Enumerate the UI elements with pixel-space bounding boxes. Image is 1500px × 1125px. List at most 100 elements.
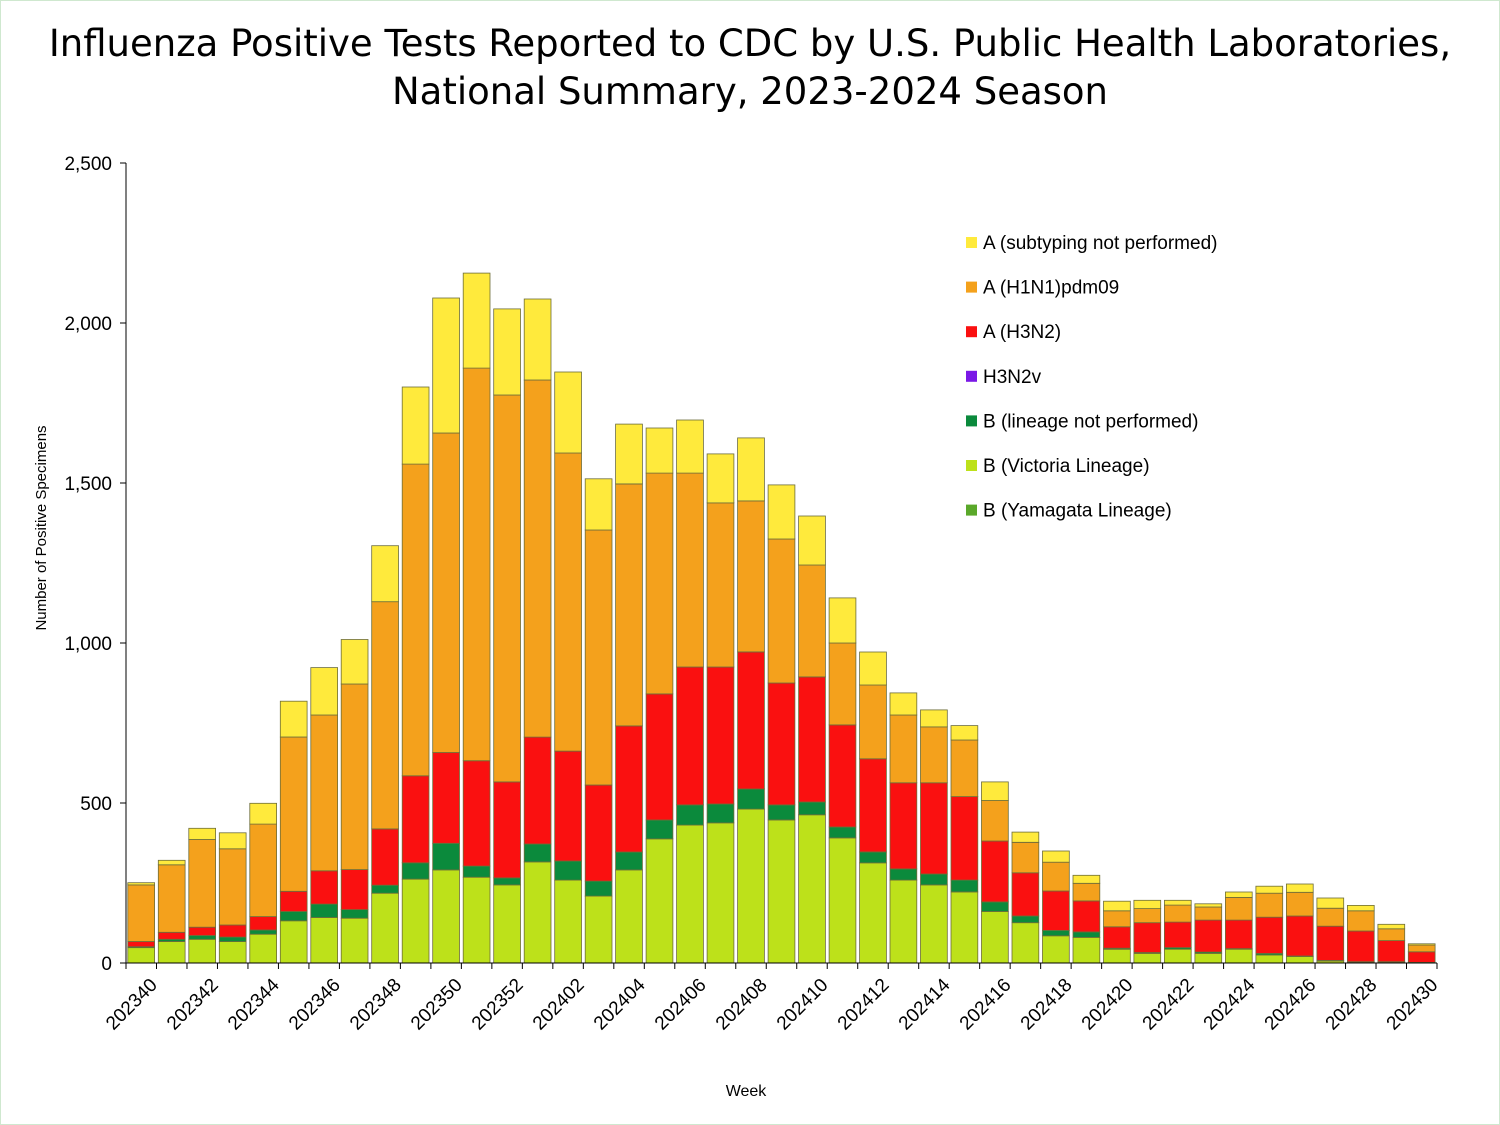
bar-segment xyxy=(1133,908,1162,924)
bar-segment xyxy=(950,879,979,893)
bar-segment xyxy=(432,842,460,871)
x-tick-label: 202430 xyxy=(1383,975,1443,1035)
bar-segment xyxy=(798,564,826,678)
bar-segment xyxy=(706,502,735,668)
bar-segment xyxy=(279,920,308,964)
bar-segment xyxy=(798,814,826,964)
bar-segment xyxy=(401,862,430,880)
bar-segment xyxy=(1164,899,1192,906)
bar-segment xyxy=(950,725,979,741)
bar-segment xyxy=(1133,953,1162,964)
x-tick-label: 202412 xyxy=(834,975,894,1035)
bar-segment xyxy=(889,782,918,870)
bar-segment xyxy=(218,941,247,964)
bar-segment xyxy=(1103,926,1131,949)
bar-segment xyxy=(950,796,979,881)
y-tick-label: 0 xyxy=(101,954,112,975)
bar-segment xyxy=(1042,861,1070,892)
bar-segment xyxy=(676,804,704,826)
bar-segment xyxy=(828,837,857,964)
bar-segment xyxy=(310,714,338,872)
bar-segment xyxy=(1225,948,1253,964)
bar-segment xyxy=(1316,925,1345,961)
bar-segment xyxy=(1194,903,1223,908)
bar-segment xyxy=(645,472,674,695)
bar-segment xyxy=(218,936,247,942)
bar-segment xyxy=(1103,900,1131,912)
x-tick-label: 202408 xyxy=(712,975,772,1035)
bar-segment xyxy=(432,432,460,753)
bar-segment xyxy=(432,869,460,964)
bar-segment xyxy=(645,838,674,964)
bar-segment xyxy=(493,394,521,783)
bar-segment xyxy=(279,700,308,738)
bar-segment xyxy=(767,538,796,684)
bar-segment xyxy=(371,892,399,964)
bar-segment xyxy=(371,545,399,603)
bar-segment xyxy=(1011,915,1040,924)
bar-segment xyxy=(889,879,918,964)
bar-segment xyxy=(462,876,491,964)
bar-segment xyxy=(462,367,491,762)
bar-segment xyxy=(767,804,796,821)
bar-segment xyxy=(950,739,979,797)
bar-segment xyxy=(706,822,735,964)
bar-segment xyxy=(981,840,1009,903)
bar-segment xyxy=(1072,937,1101,964)
bar-segment xyxy=(981,800,1009,842)
bar-segment xyxy=(828,642,857,726)
bar-segment xyxy=(1103,910,1131,928)
bar-segment xyxy=(737,808,765,964)
bar-segment xyxy=(1164,948,1192,964)
bar-segment xyxy=(1347,910,1375,932)
bar-segment xyxy=(157,931,186,940)
legend-swatch xyxy=(966,460,977,471)
bar-segment xyxy=(889,868,918,881)
bar-segment xyxy=(615,725,643,853)
bar-segment xyxy=(859,758,887,853)
bar-segment xyxy=(859,651,887,686)
x-tick-label: 202344 xyxy=(224,974,284,1034)
bar-segment xyxy=(523,298,552,381)
bar-segment xyxy=(1347,930,1375,963)
x-tick-label: 202340 xyxy=(102,975,162,1035)
bar-segment xyxy=(310,903,338,918)
bar-segment xyxy=(1042,935,1070,964)
x-tick-label: 202418 xyxy=(1017,975,1077,1035)
bar-segment xyxy=(737,788,765,810)
bar-segment xyxy=(462,272,491,369)
bar-segment xyxy=(981,911,1009,964)
bar-segment xyxy=(493,308,521,396)
bar-segment xyxy=(249,802,278,825)
legend-label: H3N2v xyxy=(983,367,1042,388)
bar-segment xyxy=(950,891,979,964)
bar-segment xyxy=(127,947,156,964)
x-tick-label: 202352 xyxy=(468,975,528,1035)
bar-segment xyxy=(157,864,186,933)
bar-segment xyxy=(584,784,613,882)
bar-segment xyxy=(127,882,156,886)
bar-segment xyxy=(859,862,887,964)
bar-segment xyxy=(920,726,948,784)
bar-segment xyxy=(676,666,704,806)
bar-segment xyxy=(767,819,796,964)
bar-segment xyxy=(676,824,704,964)
bar-segment xyxy=(523,379,552,738)
bar-segment xyxy=(1255,892,1284,918)
bar-segment xyxy=(828,724,857,828)
title-line-2: National Summary, 2023-2024 Season xyxy=(392,70,1108,113)
bar-segment xyxy=(615,423,643,485)
bar-segment xyxy=(1072,931,1101,938)
bar-segment xyxy=(1164,921,1192,949)
bar-segment xyxy=(1194,953,1223,964)
bar-segment xyxy=(493,884,521,964)
bar-segment xyxy=(1407,944,1436,953)
x-tick-label: 202422 xyxy=(1139,975,1199,1035)
bar-segment xyxy=(554,750,582,862)
bar-segment xyxy=(676,472,704,668)
bar-segment xyxy=(462,760,491,867)
bar-segment xyxy=(493,781,521,879)
bar-segment xyxy=(1133,899,1162,909)
x-tick-label: 202404 xyxy=(590,974,650,1034)
x-tick-label: 202406 xyxy=(651,975,711,1035)
